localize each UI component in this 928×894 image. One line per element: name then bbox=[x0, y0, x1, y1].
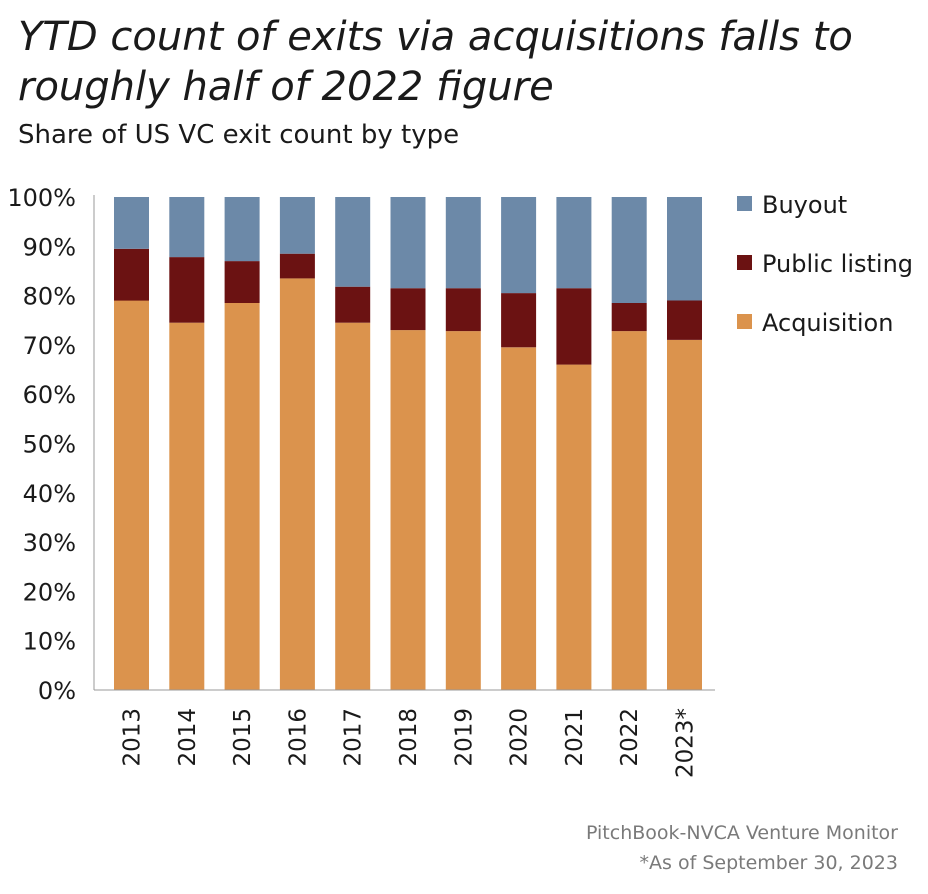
bar-public-listing-2016 bbox=[279, 253, 315, 279]
bar-public-listing-2015 bbox=[224, 261, 260, 303]
chart-subtitle: Share of US VC exit count by type bbox=[18, 120, 460, 150]
bar-acquisition-2015 bbox=[224, 303, 260, 690]
x-tick-label: 2018 bbox=[396, 708, 422, 767]
y-axis: 0% 10% 20% 30% 40% 50% 60% 70% 80% 90% 100% bbox=[7, 184, 95, 705]
bar-buyout-2016 bbox=[279, 197, 315, 254]
bar-public-listing-2018 bbox=[390, 288, 426, 331]
bar-acquisition-2022 bbox=[611, 331, 647, 690]
x-tick-label: 2017 bbox=[341, 708, 367, 767]
y-tick-label: 40% bbox=[23, 480, 76, 508]
x-tick-label: 2014 bbox=[175, 708, 201, 767]
bar-buyout-2013 bbox=[114, 197, 149, 249]
bar-public-listing-2022 bbox=[611, 303, 647, 332]
y-tick-label: 10% bbox=[23, 628, 76, 656]
y-tick-label: 30% bbox=[23, 529, 76, 557]
bar-public-listing-2017 bbox=[335, 286, 371, 323]
source-block: PitchBook-NVCA Venture Monitor *As of Se… bbox=[586, 818, 898, 878]
bar-buyout-2017 bbox=[335, 197, 371, 287]
bar-acquisition-2019 bbox=[445, 331, 481, 690]
bar-buyout-2023 bbox=[667, 197, 702, 301]
source-text: PitchBook-NVCA Venture Monitor bbox=[585, 822, 898, 844]
stacked-bar-chart: 0%10%20%30%40%50%60%70%80%90%100% 2013 20… bbox=[7, 184, 913, 778]
legend-label-public-listing: Public listing bbox=[762, 250, 913, 278]
bar-buyout-2015 bbox=[224, 197, 260, 262]
x-tick-label: 2021 bbox=[562, 708, 588, 767]
legend-swatch-public-listing bbox=[737, 255, 752, 270]
x-tick-label: 2013 bbox=[120, 708, 146, 767]
bar-acquisition-2016 bbox=[279, 278, 315, 690]
legend: Buyout Public listing Acquisition bbox=[737, 191, 913, 337]
x-tick-label: 2022 bbox=[617, 708, 643, 767]
bar-acquisition-2021 bbox=[556, 364, 592, 690]
bar-acquisition-2017 bbox=[335, 322, 371, 690]
legend-label-buyout: Buyout bbox=[762, 191, 847, 219]
bar-acquisition-2013 bbox=[114, 300, 149, 690]
bar-buyout-2020 bbox=[501, 197, 537, 294]
x-axis: 2013 2014 2015 2016 2017 2018 2019 2020 2021 2022… bbox=[94, 689, 715, 778]
x-tick-label: 2023* bbox=[673, 708, 699, 778]
x-tick-label: 2019 bbox=[451, 708, 477, 767]
bar-public-listing-2020 bbox=[501, 293, 537, 348]
bars-group bbox=[114, 197, 702, 690]
bar-buyout-2014 bbox=[169, 197, 205, 258]
y-tick-label: 20% bbox=[23, 578, 76, 606]
bar-public-listing-2014 bbox=[169, 257, 205, 323]
chart-title: YTD count of exits via acquisitions fall… bbox=[18, 14, 853, 110]
x-tick-label: 2020 bbox=[507, 708, 533, 767]
bar-acquisition-2023 bbox=[667, 340, 702, 690]
bar-public-listing-2023 bbox=[667, 300, 702, 340]
bar-public-listing-2013 bbox=[114, 248, 149, 301]
legend-label-acquisition: Acquisition bbox=[762, 309, 893, 337]
y-tick-label: 70% bbox=[23, 332, 76, 360]
bar-buyout-2021 bbox=[556, 197, 592, 289]
y-tick-label: 100% bbox=[7, 184, 76, 212]
bar-public-listing-2021 bbox=[556, 288, 592, 365]
bar-public-listing-2019 bbox=[445, 288, 481, 332]
y-tick-label: 0% bbox=[38, 677, 76, 705]
bar-buyout-2022 bbox=[611, 197, 647, 303]
bar-acquisition-2020 bbox=[501, 347, 537, 690]
x-tick-label: 2016 bbox=[285, 708, 311, 767]
y-tick-label: 50% bbox=[23, 431, 76, 459]
y-tick-label: 80% bbox=[23, 283, 76, 311]
footnote-text: *As of September 30, 2023 bbox=[639, 852, 898, 874]
bar-buyout-2019 bbox=[445, 197, 481, 289]
y-tick-label: 60% bbox=[23, 381, 76, 409]
bar-acquisition-2018 bbox=[390, 330, 426, 690]
legend-swatch-acquisition bbox=[737, 314, 752, 329]
x-tick-label: 2015 bbox=[230, 708, 256, 767]
legend-swatch-buyout bbox=[737, 196, 752, 211]
y-tick-label: 90% bbox=[23, 233, 76, 261]
bar-buyout-2018 bbox=[390, 197, 426, 289]
bar-acquisition-2014 bbox=[169, 322, 205, 690]
